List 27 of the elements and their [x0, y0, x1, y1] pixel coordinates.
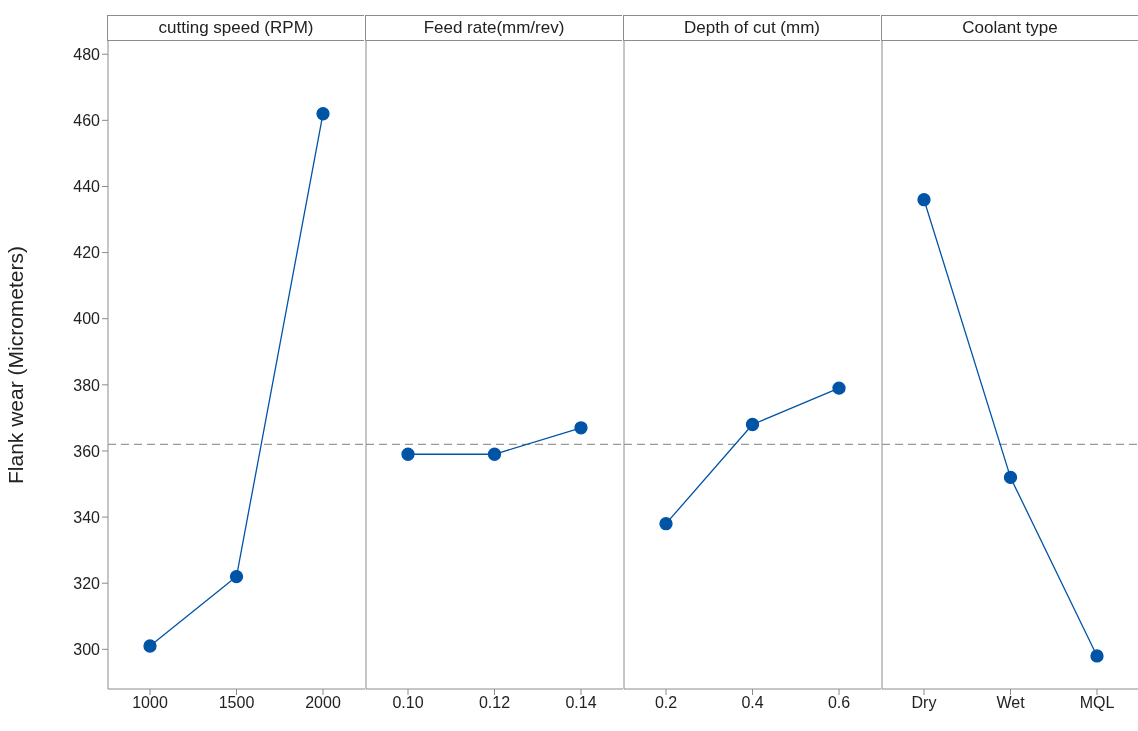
y-tick-label: 320 [73, 574, 101, 592]
x-tick-label: 1500 [218, 694, 255, 712]
x-tick-label: 0.14 [565, 694, 597, 712]
y-tick-label: 360 [73, 442, 101, 460]
y-tick-label: 400 [73, 310, 101, 328]
y-tick-label: 380 [73, 376, 101, 394]
y-axis-title: Flank wear (Micrometers) [4, 245, 28, 485]
x-tick-label: 0.2 [654, 694, 678, 712]
chart-title: Coolant type [962, 18, 1058, 38]
x-tick-label: Dry [911, 694, 937, 712]
x-tick-label: 2000 [305, 694, 341, 712]
x-tick-label: 0.6 [827, 694, 851, 712]
y-tick-label: 300 [73, 641, 101, 659]
x-tick-label: 0.10 [392, 694, 424, 712]
x-tick-label: MQL [1079, 694, 1115, 712]
chart-title: Feed rate(mm/rev) [423, 18, 565, 38]
x-tick-label: Wet [996, 694, 1026, 712]
x-tick-label: 0.4 [741, 694, 764, 712]
y-tick-label: 340 [73, 508, 101, 526]
x-tick-label: 0.12 [478, 694, 511, 712]
y-tick-label: 460 [73, 112, 101, 130]
chart-title: cutting speed (RPM) [158, 18, 314, 38]
chart-title: Depth of cut (mm) [683, 18, 821, 38]
x-tick-label: 1000 [132, 694, 168, 712]
y-tick-label: 440 [73, 178, 101, 196]
y-tick-label: 420 [73, 244, 101, 262]
y-tick-label: 480 [73, 45, 101, 63]
